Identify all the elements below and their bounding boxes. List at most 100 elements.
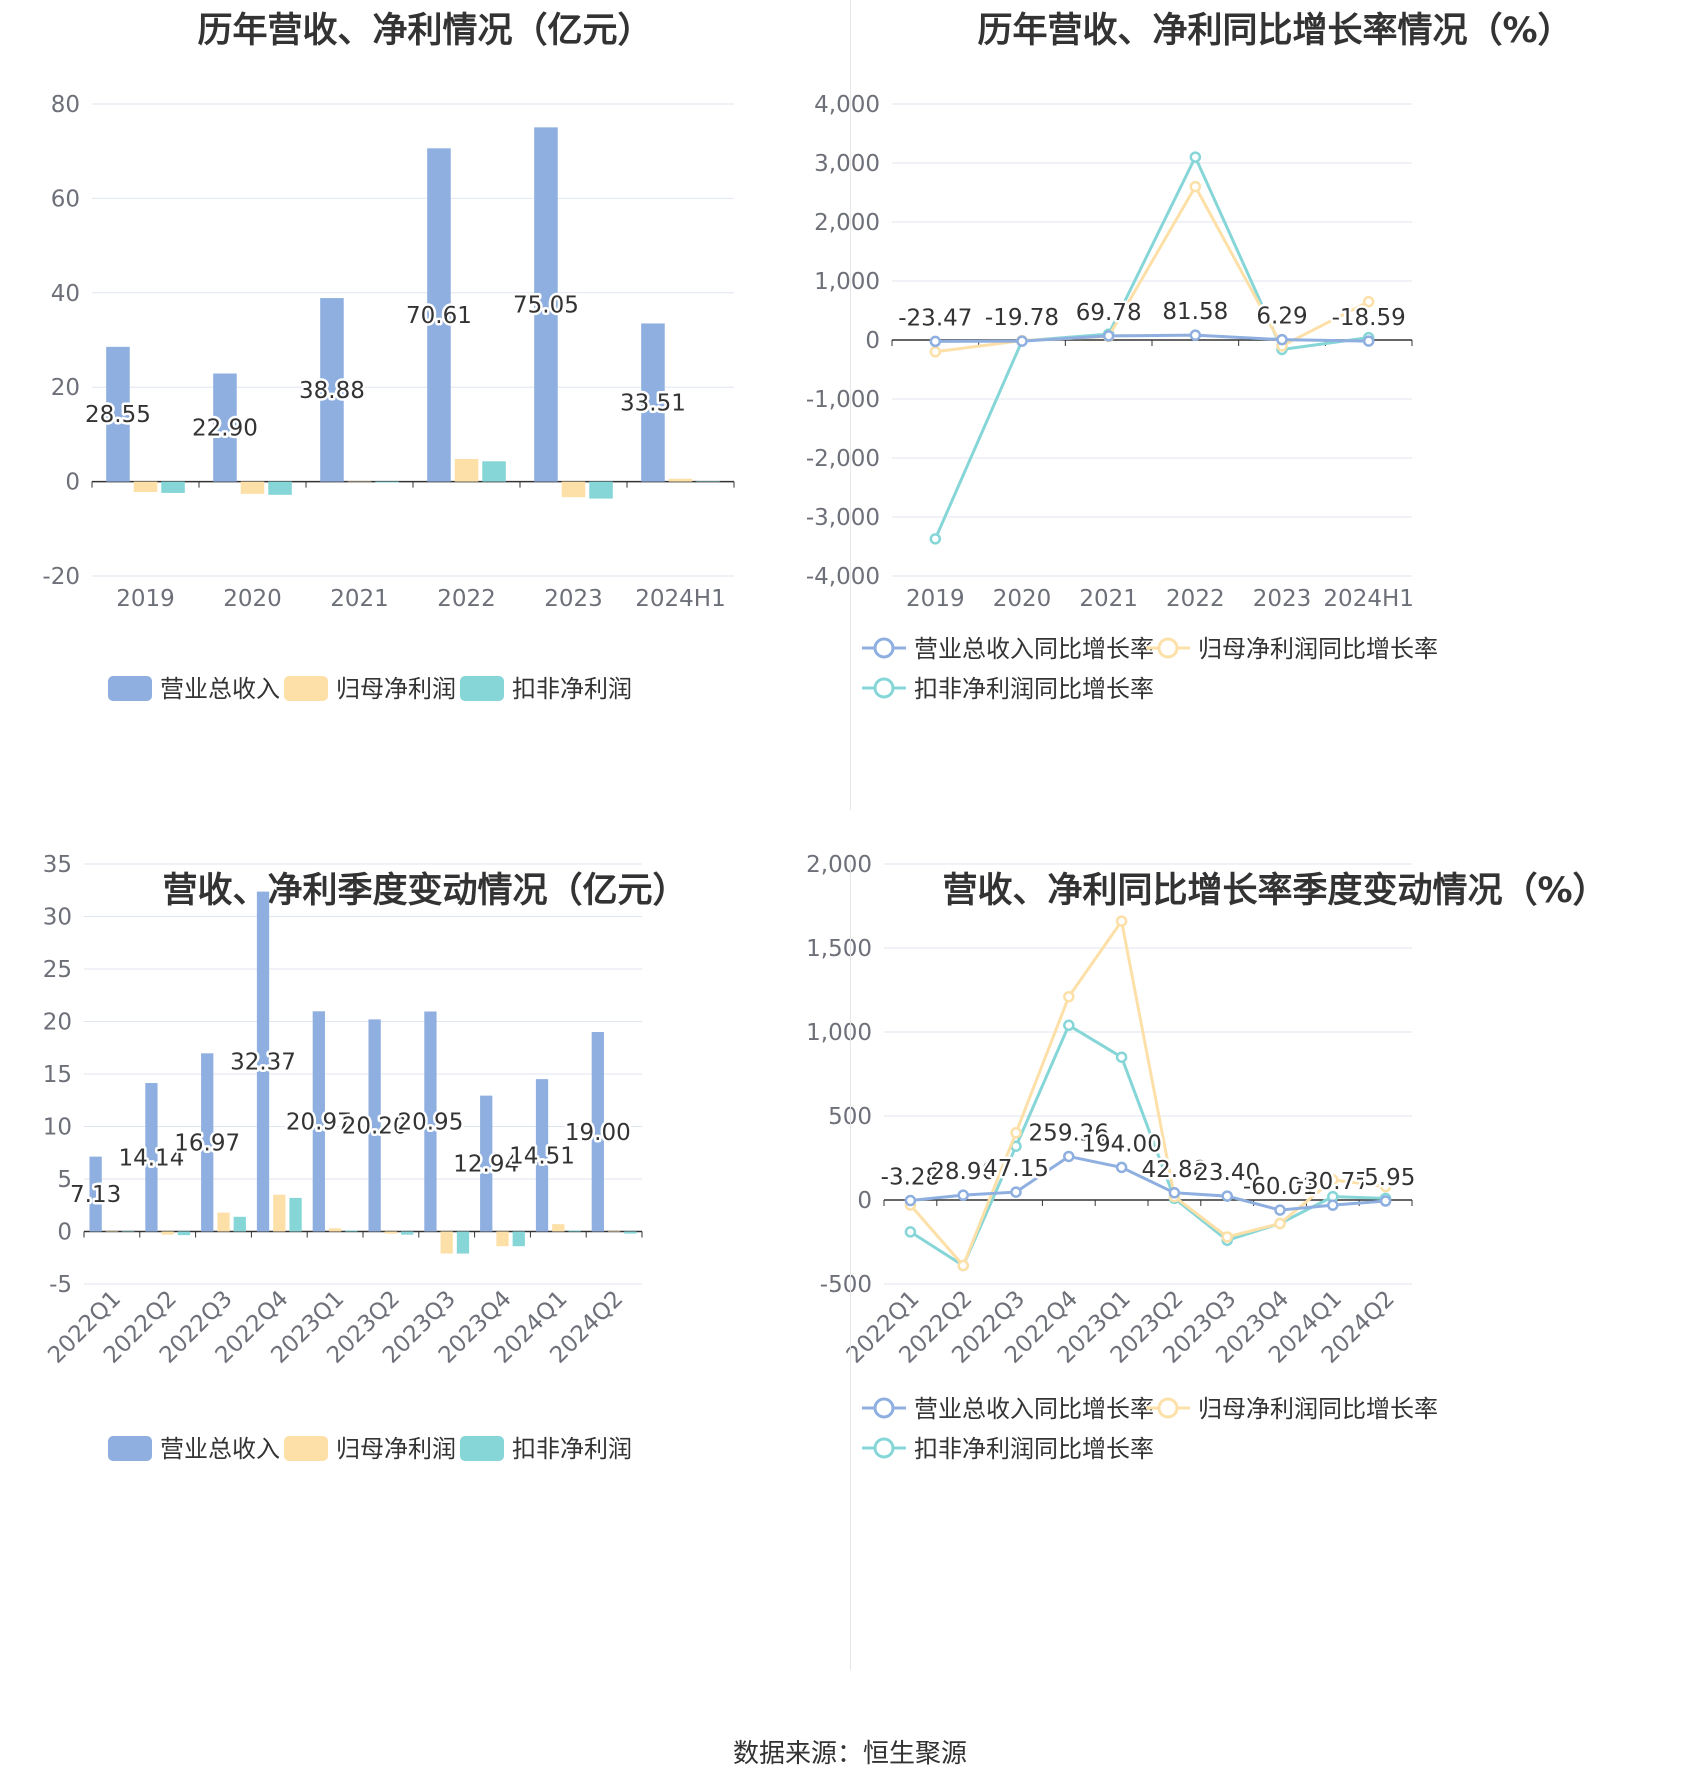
x-tick-label: 2022 [437,586,496,612]
y-tick-label: -20 [42,564,80,590]
legend-label: 归母净利润同比增长率 [1198,1395,1438,1423]
x-tick-label: 2020 [223,586,282,612]
series-line [910,1154,1386,1212]
bar [624,1231,637,1234]
series-point [1362,335,1375,347]
series-point [1379,1180,1392,1193]
y-tick-label: 4,000 [814,92,880,118]
y-tick-label: 20 [43,1010,72,1036]
series-point [1102,330,1115,342]
series-line [909,917,1386,1269]
legend-swatch [284,1436,328,1461]
y-tick-label: 35 [43,852,72,878]
y-tick-label: 80 [51,92,80,118]
series-point [1221,1231,1233,1243]
series-point [1221,1190,1233,1202]
chart-canvas: -5051015202530352022Q12022Q22022Q32022Q4… [43,852,643,1463]
data-label: -23.47 [898,305,972,331]
bar [328,1228,342,1232]
data-label: 70.61 [406,303,472,329]
bar [256,891,270,1232]
series-point [1274,1204,1286,1216]
legend-label: 扣非净利润 [512,1435,632,1463]
y-tick-label: -5 [49,1272,72,1298]
x-tick-label: 2024H1 [635,586,725,612]
data-label: 38.88 [299,378,365,404]
x-tick-label: 2024H1 [1323,586,1413,612]
bar [482,461,506,482]
series-point [1276,333,1288,346]
legend-marker [873,1397,895,1419]
legend-label: 归母净利润 [336,1435,456,1463]
bar [106,346,130,482]
series-point [1189,151,1202,163]
data-label: 22.90 [192,416,258,442]
legend-marker [1157,637,1179,659]
series-point [1115,1161,1128,1174]
bar [217,1212,230,1232]
legend-marker [1157,1397,1179,1419]
legend-swatch [460,1436,504,1461]
bar [368,1019,381,1232]
legend-marker [873,1437,895,1459]
bar [589,481,613,499]
data-label: -60.01 [1243,1174,1317,1200]
bar [696,481,720,482]
bar [480,1095,493,1232]
y-tick-label: 1,000 [806,1020,872,1046]
series-point [904,1226,917,1238]
series-point [929,346,942,358]
bar [347,481,372,483]
legend-label: 营业总收入同比增长率 [914,1395,1154,1423]
x-tick-label: 2021 [1079,586,1138,612]
x-tick-label: 2023 [1253,586,1312,612]
bar [534,127,558,482]
data-source: 数据来源：恒生聚源 [732,1739,967,1769]
chart-title: 营收、净利季度变动情况（亿元） [162,871,688,911]
series-point [1063,990,1075,1003]
series-point [1010,1127,1022,1139]
series-point [957,1189,969,1201]
series-point [957,1259,969,1272]
panel-divider [850,860,851,1670]
y-tick-label: 1,500 [806,936,872,962]
chart-quarterly-growth: 营收、净利同比增长率季度变动情况（%） -500 0 500 1,000 1,500 2,… [806,852,1700,1720]
chart-canvas: -4,000 -3,000 -2,000 -1,000 0 1,000 2,000 3,000… [806,92,1438,703]
series-point [1063,1019,1075,1032]
y-tick-label: 60 [51,186,80,212]
data-label: 194.00 [1081,1131,1161,1157]
series-point [929,335,942,348]
bar [133,481,158,492]
y-tick-label: 30 [43,905,72,931]
legend-marker [873,677,895,699]
series-point [904,1194,917,1207]
legend-label: 扣非净利润同比增长率 [914,1435,1154,1463]
legend-label: 营业总收入 [160,1435,280,1463]
series-point [1063,1150,1075,1163]
chart-title: 历年营收、净利情况（亿元） [197,11,653,51]
chart-canvas: -20 0 20 40 60 80 2019 2020 2021 2022 2023 2024H1 28… [42,92,735,703]
data-label: 28.55 [85,402,151,428]
y-tick-label: 0 [865,328,880,354]
y-tick-label: 40 [51,281,80,307]
x-tick-label: 2020 [993,586,1052,612]
series-point [1327,1174,1339,1186]
data-label: 14.51 [509,1143,575,1169]
y-tick-label: 25 [43,957,72,983]
legend-swatch [284,676,328,701]
data-label: 33.51 [620,391,686,417]
legend-swatch [460,676,504,701]
legend-label: 营业总收入同比增长率 [914,635,1154,663]
data-label: 12.94 [453,1152,519,1178]
chart-quarterly-amount: 营收、净利季度变动情况（亿元） -5 0 5 10 15 20 25 30 35 2022Q1 20… [0,852,850,1720]
bar [345,1230,358,1232]
x-tick-label: 2021 [330,586,389,612]
data-label: -3.28 [881,1165,941,1191]
data-label: 14.14 [118,1145,184,1171]
x-tick-label: 2019 [906,586,965,612]
chart-title: 历年营收、净利同比增长率情况（%） [977,11,1573,51]
bar [401,1231,414,1235]
bar [552,1224,565,1232]
legend-marker [873,637,895,659]
bar [105,1231,119,1233]
